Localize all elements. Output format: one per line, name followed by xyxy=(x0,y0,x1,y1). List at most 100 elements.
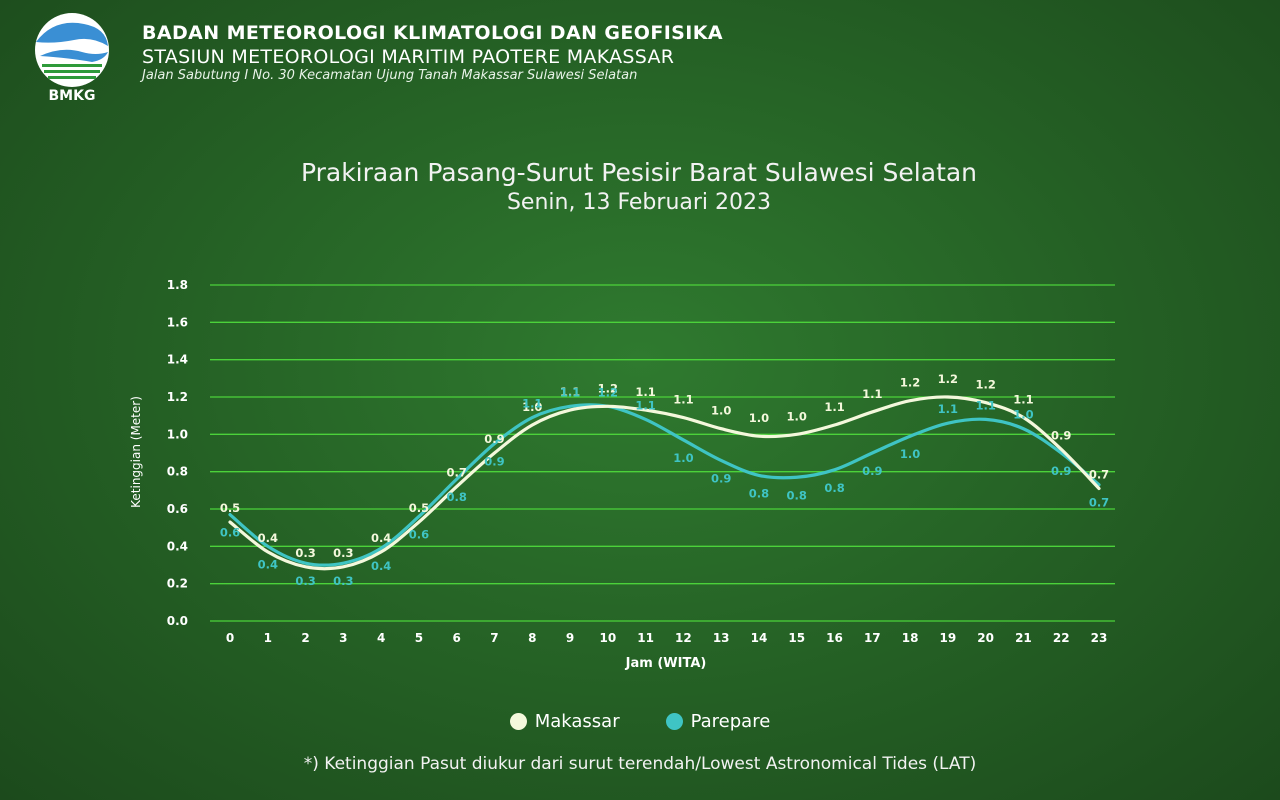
data-label-parepare: 0.6 xyxy=(220,526,240,540)
data-label-parepare: 0.4 xyxy=(258,557,278,571)
data-label-parepare: 0.8 xyxy=(787,488,807,502)
grid-layer: 0.00.20.40.60.81.01.21.41.61.80 1 2 3 4 5 6 7 8 9… xyxy=(167,278,1115,645)
data-label-parepare: 1.1 xyxy=(938,402,958,416)
data-label-makassar: 1.2 xyxy=(598,381,618,395)
data-label-parepare: 0.9 xyxy=(484,455,504,469)
legend-item-makassar: Makassar xyxy=(509,711,620,732)
y-tick-label: 0.0 xyxy=(167,614,188,628)
x-tick-label: 16 xyxy=(826,631,843,645)
x-tick-label: 8 xyxy=(528,631,536,645)
x-tick-label: 19 xyxy=(940,631,957,645)
data-label-parepare: 0.8 xyxy=(824,481,844,495)
data-label-parepare: 1.0 xyxy=(673,451,693,465)
data-label-makassar: 1.1 xyxy=(862,387,882,401)
tide-chart: 0.00.20.40.60.81.01.21.41.61.80 1 2 3 4 5 6 7 8 9… xyxy=(129,278,1115,671)
data-label-parepare: 1.2 xyxy=(598,385,618,399)
data-label-parepare: 0.7 xyxy=(1089,496,1109,510)
org-title: BADAN METEOROLOGI KLIMATOLOGI DAN GEOFIS… xyxy=(142,22,723,44)
data-label-makassar: 0.9 xyxy=(1051,428,1071,442)
x-tick-label: 17 xyxy=(864,631,881,645)
data-label-makassar: 1.2 xyxy=(975,378,995,392)
data-label-makassar: 1.1 xyxy=(673,393,693,407)
y-tick-label: 0.2 xyxy=(167,577,188,591)
data-label-makassar: 0.3 xyxy=(333,546,353,560)
y-axis-label: Ketinggian (Meter) xyxy=(129,396,143,508)
data-label-parepare: 1.1 xyxy=(560,385,580,399)
data-label-parepare: 0.9 xyxy=(711,471,731,485)
x-tick-label: 11 xyxy=(637,631,654,645)
y-tick-label: 1.6 xyxy=(167,315,188,329)
data-label-makassar: 1.0 xyxy=(522,400,542,414)
data-label-parepare: 0.8 xyxy=(447,490,467,504)
data-label-makassar: 0.7 xyxy=(1089,467,1109,481)
series-line-makassar xyxy=(228,395,1101,571)
bmkg-logo: BMKG xyxy=(35,13,109,104)
data-label-parepare: 1.0 xyxy=(1013,408,1033,422)
data-label-parepare: 0.4 xyxy=(371,559,391,573)
chart-title: Prakiraan Pasang-Surut Pesisir Barat Sul… xyxy=(300,158,978,187)
y-tick-label: 1.4 xyxy=(167,353,188,367)
data-label-makassar: 1.1 xyxy=(560,385,580,399)
data-label-makassar: 0.9 xyxy=(484,432,504,446)
chart-subtitle: Senin, 13 Februari 2023 xyxy=(506,190,772,215)
legend-label-parepare: Parepare xyxy=(690,711,771,732)
data-label-makassar: 1.0 xyxy=(749,411,769,425)
x-tick-label: 22 xyxy=(1053,631,1070,645)
x-tick-label: 5 xyxy=(415,631,423,645)
y-tick-label: 1.2 xyxy=(167,390,188,404)
data-label-makassar: 0.3 xyxy=(295,546,315,560)
x-tick-label: 20 xyxy=(977,631,994,645)
x-tick-label: 21 xyxy=(1015,631,1032,645)
y-tick-label: 0.4 xyxy=(167,539,188,553)
data-label-makassar: 1.1 xyxy=(824,400,844,414)
data-label-makassar: 0.4 xyxy=(371,531,391,545)
legend-dot-parepare xyxy=(665,713,683,730)
header: BMKG BADAN METEOROLOGI KLIMATOLOGI DAN G… xyxy=(22,10,1022,105)
legend-item-parepare: Parepare xyxy=(665,711,771,732)
x-tick-label: 12 xyxy=(675,631,692,645)
label-layer: 0.50.40.3 0.30.40.50.70.91.01.1 1.2 1.11.11… xyxy=(220,372,1109,588)
x-tick-label: 10 xyxy=(599,631,616,645)
data-label-parepare: 1.1 xyxy=(975,398,995,412)
data-label-parepare: 0.6 xyxy=(409,527,429,541)
data-label-parepare: 1.0 xyxy=(900,447,920,461)
x-tick-label: 4 xyxy=(377,631,385,645)
data-label-makassar: 0.5 xyxy=(220,501,240,515)
y-tick-label: 1.8 xyxy=(167,278,188,292)
data-label-makassar: 0.5 xyxy=(409,501,429,515)
station-title: STASIUN METEOROLOGI MARITIM PAOTERE MAKA… xyxy=(142,46,675,68)
x-tick-label: 23 xyxy=(1091,631,1108,645)
data-label-makassar: 1.1 xyxy=(1013,393,1033,407)
data-label-makassar: 0.4 xyxy=(258,531,278,545)
legend: Makassar Parepare xyxy=(0,711,1280,732)
data-label-parepare: 0.9 xyxy=(862,464,882,478)
x-tick-label: 2 xyxy=(301,631,309,645)
x-tick-label: 13 xyxy=(713,631,730,645)
x-axis-label: Jam (WITA) xyxy=(625,656,707,671)
data-label-makassar: 1.2 xyxy=(938,372,958,386)
x-tick-label: 15 xyxy=(788,631,805,645)
legend-dot-makassar xyxy=(509,713,527,730)
y-tick-label: 0.6 xyxy=(167,502,188,516)
legend-label-makassar: Makassar xyxy=(534,711,620,732)
data-label-parepare: 0.3 xyxy=(295,574,315,588)
logo-text: BMKG xyxy=(49,88,96,104)
data-label-makassar: 0.7 xyxy=(447,466,467,480)
x-tick-label: 1 xyxy=(264,631,272,645)
data-label-parepare: 1.1 xyxy=(635,398,655,412)
y-tick-label: 0.8 xyxy=(167,465,188,479)
data-label-makassar: 1.0 xyxy=(787,409,807,423)
data-label-makassar: 1.0 xyxy=(711,404,731,418)
data-label-parepare: 1.1 xyxy=(522,397,542,411)
data-label-parepare: 0.9 xyxy=(1051,464,1071,478)
footnote: *) Ketinggian Pasut diukur dari surut te… xyxy=(303,754,977,774)
data-label-makassar: 1.2 xyxy=(900,376,920,390)
data-label-parepare: 0.3 xyxy=(333,574,353,588)
data-label-parepare: 0.8 xyxy=(749,486,769,500)
x-tick-label: 3 xyxy=(339,631,347,645)
y-tick-label: 1.0 xyxy=(167,427,188,441)
x-tick-label: 7 xyxy=(490,631,498,645)
data-label-makassar: 1.1 xyxy=(635,385,655,399)
x-tick-label: 18 xyxy=(902,631,919,645)
x-tick-label: 14 xyxy=(751,631,768,645)
